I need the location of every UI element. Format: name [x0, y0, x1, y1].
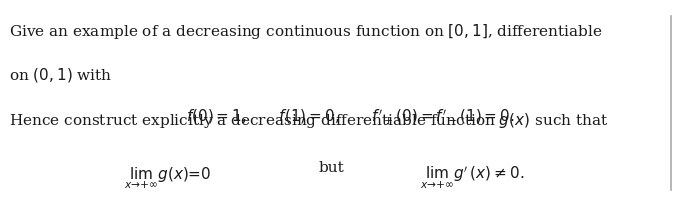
Text: $\lim_{x \to +\infty} g(x) = 0$: $\lim_{x \to +\infty} g(x) = 0$ [125, 165, 211, 191]
Text: $f(0) = 1, \quad\quad f(1) = 0, \quad\quad f'_+(0) = f'_-(1) = 0.$: $f(0) = 1, \quad\quad f(1) = 0, \quad\qu… [186, 107, 514, 126]
Text: but: but [318, 161, 344, 175]
Text: $\lim_{x \to +\infty} g'(x) \neq 0.$: $\lim_{x \to +\infty} g'(x) \neq 0.$ [420, 165, 524, 191]
Text: Hence construct explicitly a decreasing differentiable function $g(x)$ such that: Hence construct explicitly a decreasing … [9, 111, 608, 130]
Text: Give an example of a decreasing continuous function on $[0, 1]$, differentiable: Give an example of a decreasing continuo… [9, 22, 603, 41]
Text: on $(0, 1)$ with: on $(0, 1)$ with [9, 66, 113, 84]
